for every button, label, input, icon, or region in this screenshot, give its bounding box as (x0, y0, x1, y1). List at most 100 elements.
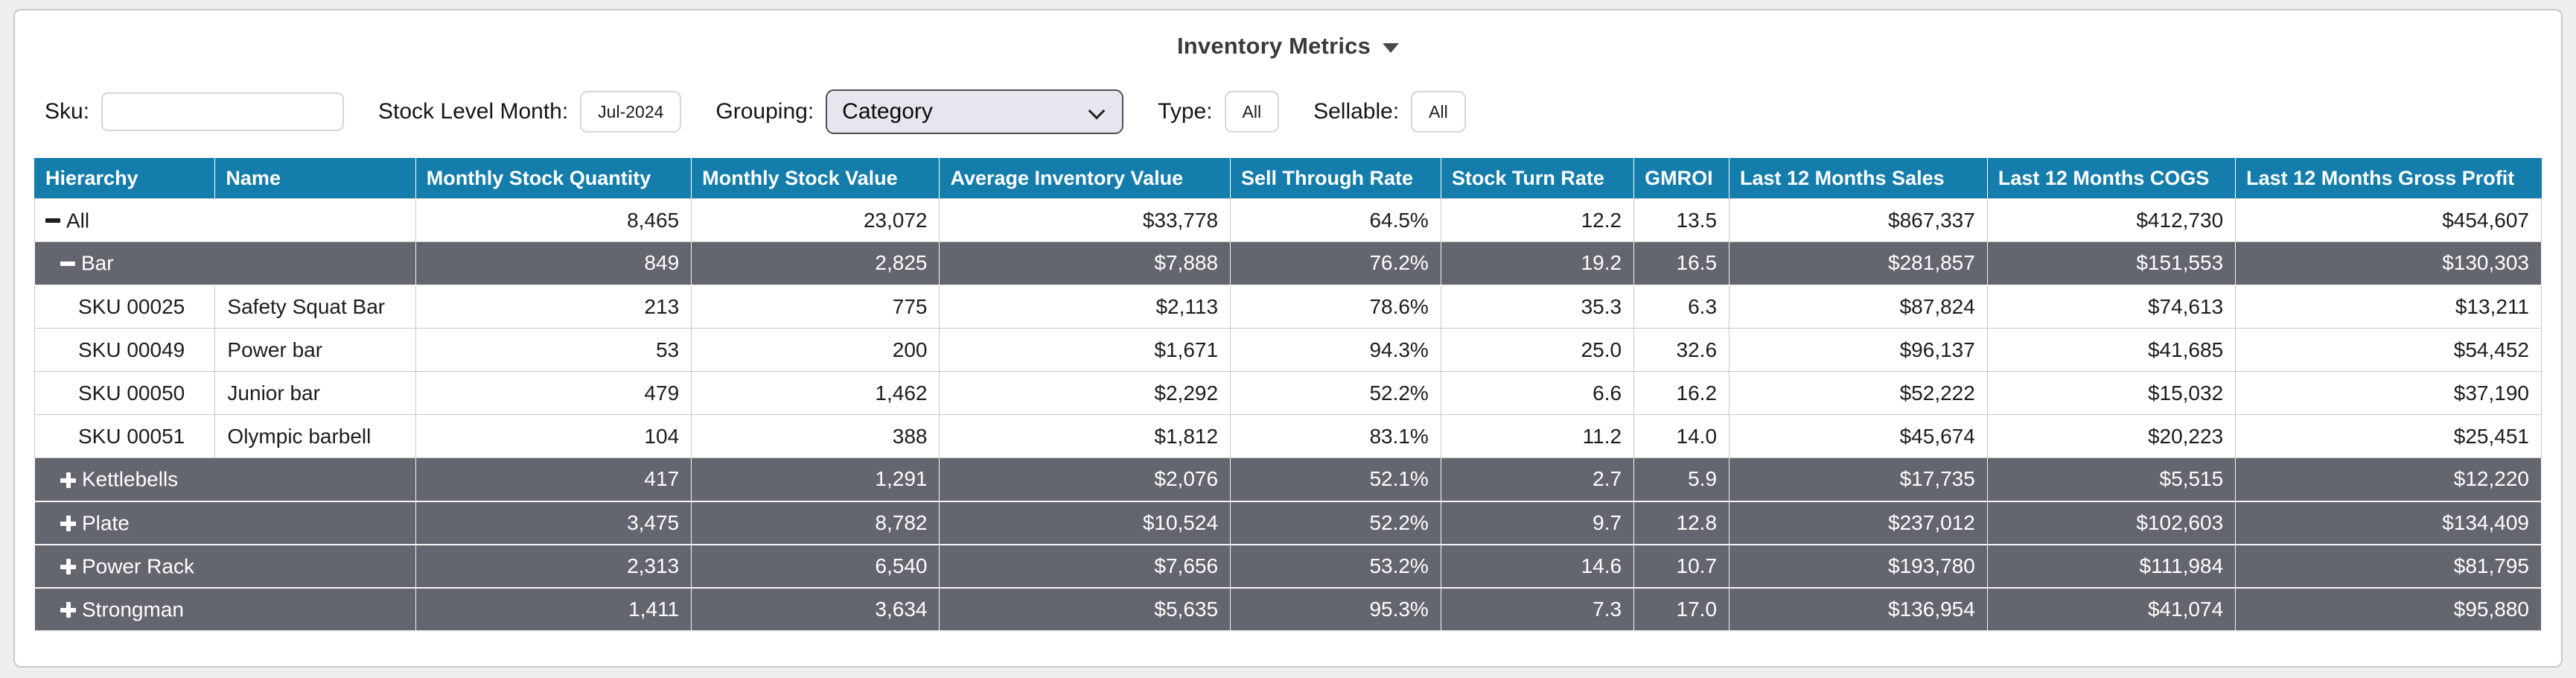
expand-plus-icon[interactable] (60, 601, 76, 618)
metric-cell-monthly-stock-value: 2,825 (691, 241, 940, 286)
column-header-hierarchy[interactable]: Hierarchy (34, 158, 216, 199)
sku-name-cell: Junior bar (214, 371, 416, 415)
table-header: Hierarchy Name Monthly Stock Quantity Month… (34, 158, 2542, 199)
expand-plus-icon[interactable] (60, 558, 76, 574)
hierarchy-cell[interactable]: Strongman (34, 587, 416, 632)
group-row-strongman: Strongman 1,411 3,634 $5,635 95.3% 7.3 17.0 $13… (34, 587, 2542, 632)
stock-level-month-label: Stock Level Month: (378, 99, 569, 124)
report-title-dropdown[interactable]: Inventory Metrics (1177, 33, 1400, 60)
column-header-average-inventory-value[interactable]: Average Inventory Value (939, 158, 1231, 199)
column-header-gmroi[interactable]: GMROI (1633, 158, 1730, 199)
hierarchy-cell[interactable]: Plate (34, 501, 416, 545)
group-label: Kettlebells (82, 468, 179, 492)
collapse-minus-icon[interactable] (60, 262, 75, 267)
hierarchy-cell[interactable]: Kettlebells (34, 457, 416, 502)
collapse-minus-icon[interactable] (45, 218, 60, 224)
sku-id-cell: SKU 00050 (34, 371, 216, 415)
metric-cell-stock-turn-rate: 9.7 (1440, 501, 1635, 545)
metric-cell-monthly-stock-quantity: 8,465 (415, 198, 692, 242)
column-header-last-12-months-sales[interactable]: Last 12 Months Sales (1729, 158, 1988, 199)
metric-cell-last-12-months-cogs: $151,553 (1986, 241, 2237, 286)
type-button[interactable]: All (1224, 91, 1280, 133)
metric-cell-monthly-stock-value: 23,072 (691, 198, 940, 242)
metric-cell-monthly-stock-quantity: 213 (415, 285, 692, 329)
metric-cell-stock-turn-rate: 14.6 (1440, 544, 1635, 589)
grouping-selected-value: Category (842, 99, 933, 124)
metric-cell-monthly-stock-value: 200 (691, 328, 940, 372)
metric-cell-sell-through-rate: 53.2% (1230, 544, 1441, 589)
filter-bar: Sku: Stock Level Month: Jul-2024 Groupin… (45, 89, 2561, 134)
metric-cell-monthly-stock-quantity: 104 (415, 414, 692, 458)
metric-cell-gmroi: 6.3 (1633, 285, 1730, 329)
expand-plus-icon[interactable] (60, 515, 76, 531)
sku-row-sku-00051: SKU 00051 Olympic barbell 104 388 $1,812 83.1… (34, 414, 2542, 458)
metric-cell-monthly-stock-value: 6,540 (691, 544, 940, 589)
sku-input[interactable] (101, 92, 345, 131)
metric-cell-last-12-months-sales: $52,222 (1729, 371, 1988, 415)
sku-id-cell: SKU 00025 (34, 285, 216, 329)
metric-cell-monthly-stock-quantity: 53 (415, 328, 692, 372)
metric-cell-sell-through-rate: 64.5% (1230, 198, 1441, 242)
metric-cell-sell-through-rate: 83.1% (1230, 414, 1441, 458)
metric-cell-gmroi: 16.2 (1633, 371, 1730, 415)
metric-cell-monthly-stock-value: 1,462 (691, 371, 940, 415)
sku-row-sku-00025: SKU 00025 Safety Squat Bar 213 775 $2,113 78.… (34, 285, 2542, 329)
metric-cell-last-12-months-gross-profit: $25,451 (2235, 414, 2542, 458)
inventory-metrics-table: Hierarchy Name Monthly Stock Quantity Month… (34, 158, 2542, 632)
hierarchy-cell[interactable]: Power Rack (34, 544, 416, 589)
metric-cell-stock-turn-rate: 6.6 (1440, 371, 1635, 415)
metric-cell-monthly-stock-quantity: 849 (415, 241, 692, 286)
metric-cell-last-12-months-cogs: $74,613 (1986, 285, 2237, 329)
metric-cell-sell-through-rate: 95.3% (1230, 587, 1441, 632)
sku-row-sku-00050: SKU 00050 Junior bar 479 1,462 $2,292 52.2% 6.… (34, 371, 2542, 415)
group-label: Power Rack (82, 554, 194, 578)
metric-cell-sell-through-rate: 52.2% (1230, 371, 1441, 415)
metric-cell-last-12-months-gross-profit: $13,211 (2235, 285, 2542, 329)
column-header-monthly-stock-quantity[interactable]: Monthly Stock Quantity (415, 158, 692, 199)
hierarchy-cell[interactable]: Bar (34, 241, 416, 286)
column-header-sell-through-rate[interactable]: Sell Through Rate (1230, 158, 1441, 199)
metric-cell-stock-turn-rate: 7.3 (1440, 587, 1635, 632)
metric-cell-stock-turn-rate: 19.2 (1440, 241, 1635, 286)
metric-cell-stock-turn-rate: 11.2 (1440, 414, 1635, 458)
metric-cell-stock-turn-rate: 25.0 (1440, 328, 1635, 372)
sku-id-cell: SKU 00051 (34, 414, 216, 458)
metric-cell-gmroi: 16.5 (1633, 241, 1730, 286)
metric-cell-average-inventory-value: $10,524 (939, 501, 1231, 545)
group-label: Plate (82, 511, 130, 535)
metric-cell-average-inventory-value: $2,076 (939, 457, 1231, 502)
column-header-monthly-stock-value[interactable]: Monthly Stock Value (691, 158, 940, 199)
column-header-last-12-months-gross-profit[interactable]: Last 12 Months Gross Profit (2235, 158, 2542, 199)
metric-cell-last-12-months-cogs: $15,032 (1986, 371, 2237, 415)
metric-cell-last-12-months-sales: $87,824 (1729, 285, 1988, 329)
metric-cell-gmroi: 5.9 (1633, 457, 1730, 502)
metric-cell-last-12-months-sales: $193,780 (1729, 544, 1988, 589)
metric-cell-monthly-stock-value: 388 (691, 414, 940, 458)
hierarchy-cell[interactable]: All (34, 198, 416, 242)
metric-cell-monthly-stock-quantity: 2,313 (415, 544, 692, 589)
metric-cell-last-12-months-cogs: $41,685 (1986, 328, 2237, 372)
metric-cell-last-12-months-gross-profit: $130,303 (2235, 241, 2542, 286)
metric-cell-gmroi: 13.5 (1633, 198, 1730, 242)
metric-cell-monthly-stock-value: 1,291 (691, 457, 940, 502)
metric-cell-stock-turn-rate: 2.7 (1440, 457, 1635, 502)
metric-cell-sell-through-rate: 78.6% (1230, 285, 1441, 329)
metric-cell-last-12-months-sales: $45,674 (1729, 414, 1988, 458)
metric-cell-last-12-months-cogs: $5,515 (1986, 457, 2237, 502)
column-header-last-12-months-cogs[interactable]: Last 12 Months COGS (1987, 158, 2237, 199)
metric-cell-last-12-months-cogs: $20,223 (1986, 414, 2237, 458)
type-label: Type: (1158, 99, 1213, 124)
title-row: Inventory Metrics (15, 33, 2561, 60)
sellable-button[interactable]: All (1411, 91, 1466, 133)
column-header-stock-turn-rate[interactable]: Stock Turn Rate (1441, 158, 1635, 199)
metric-cell-last-12-months-gross-profit: $134,409 (2235, 501, 2542, 545)
metric-cell-stock-turn-rate: 35.3 (1440, 285, 1635, 329)
column-header-name[interactable]: Name (214, 158, 416, 199)
grouping-select[interactable]: Category (826, 89, 1124, 134)
sku-row-sku-00049: SKU 00049 Power bar 53 200 $1,671 94.3% 25.0 32… (34, 328, 2542, 372)
stock-level-month-button[interactable]: Jul-2024 (580, 91, 682, 133)
expand-plus-icon[interactable] (60, 472, 76, 488)
metric-cell-monthly-stock-quantity: 1,411 (415, 587, 692, 632)
group-row-kettlebells: Kettlebells 417 1,291 $2,076 52.1% 2.7 5.9 $17,… (34, 457, 2542, 502)
metric-cell-last-12-months-sales: $281,857 (1729, 241, 1988, 286)
